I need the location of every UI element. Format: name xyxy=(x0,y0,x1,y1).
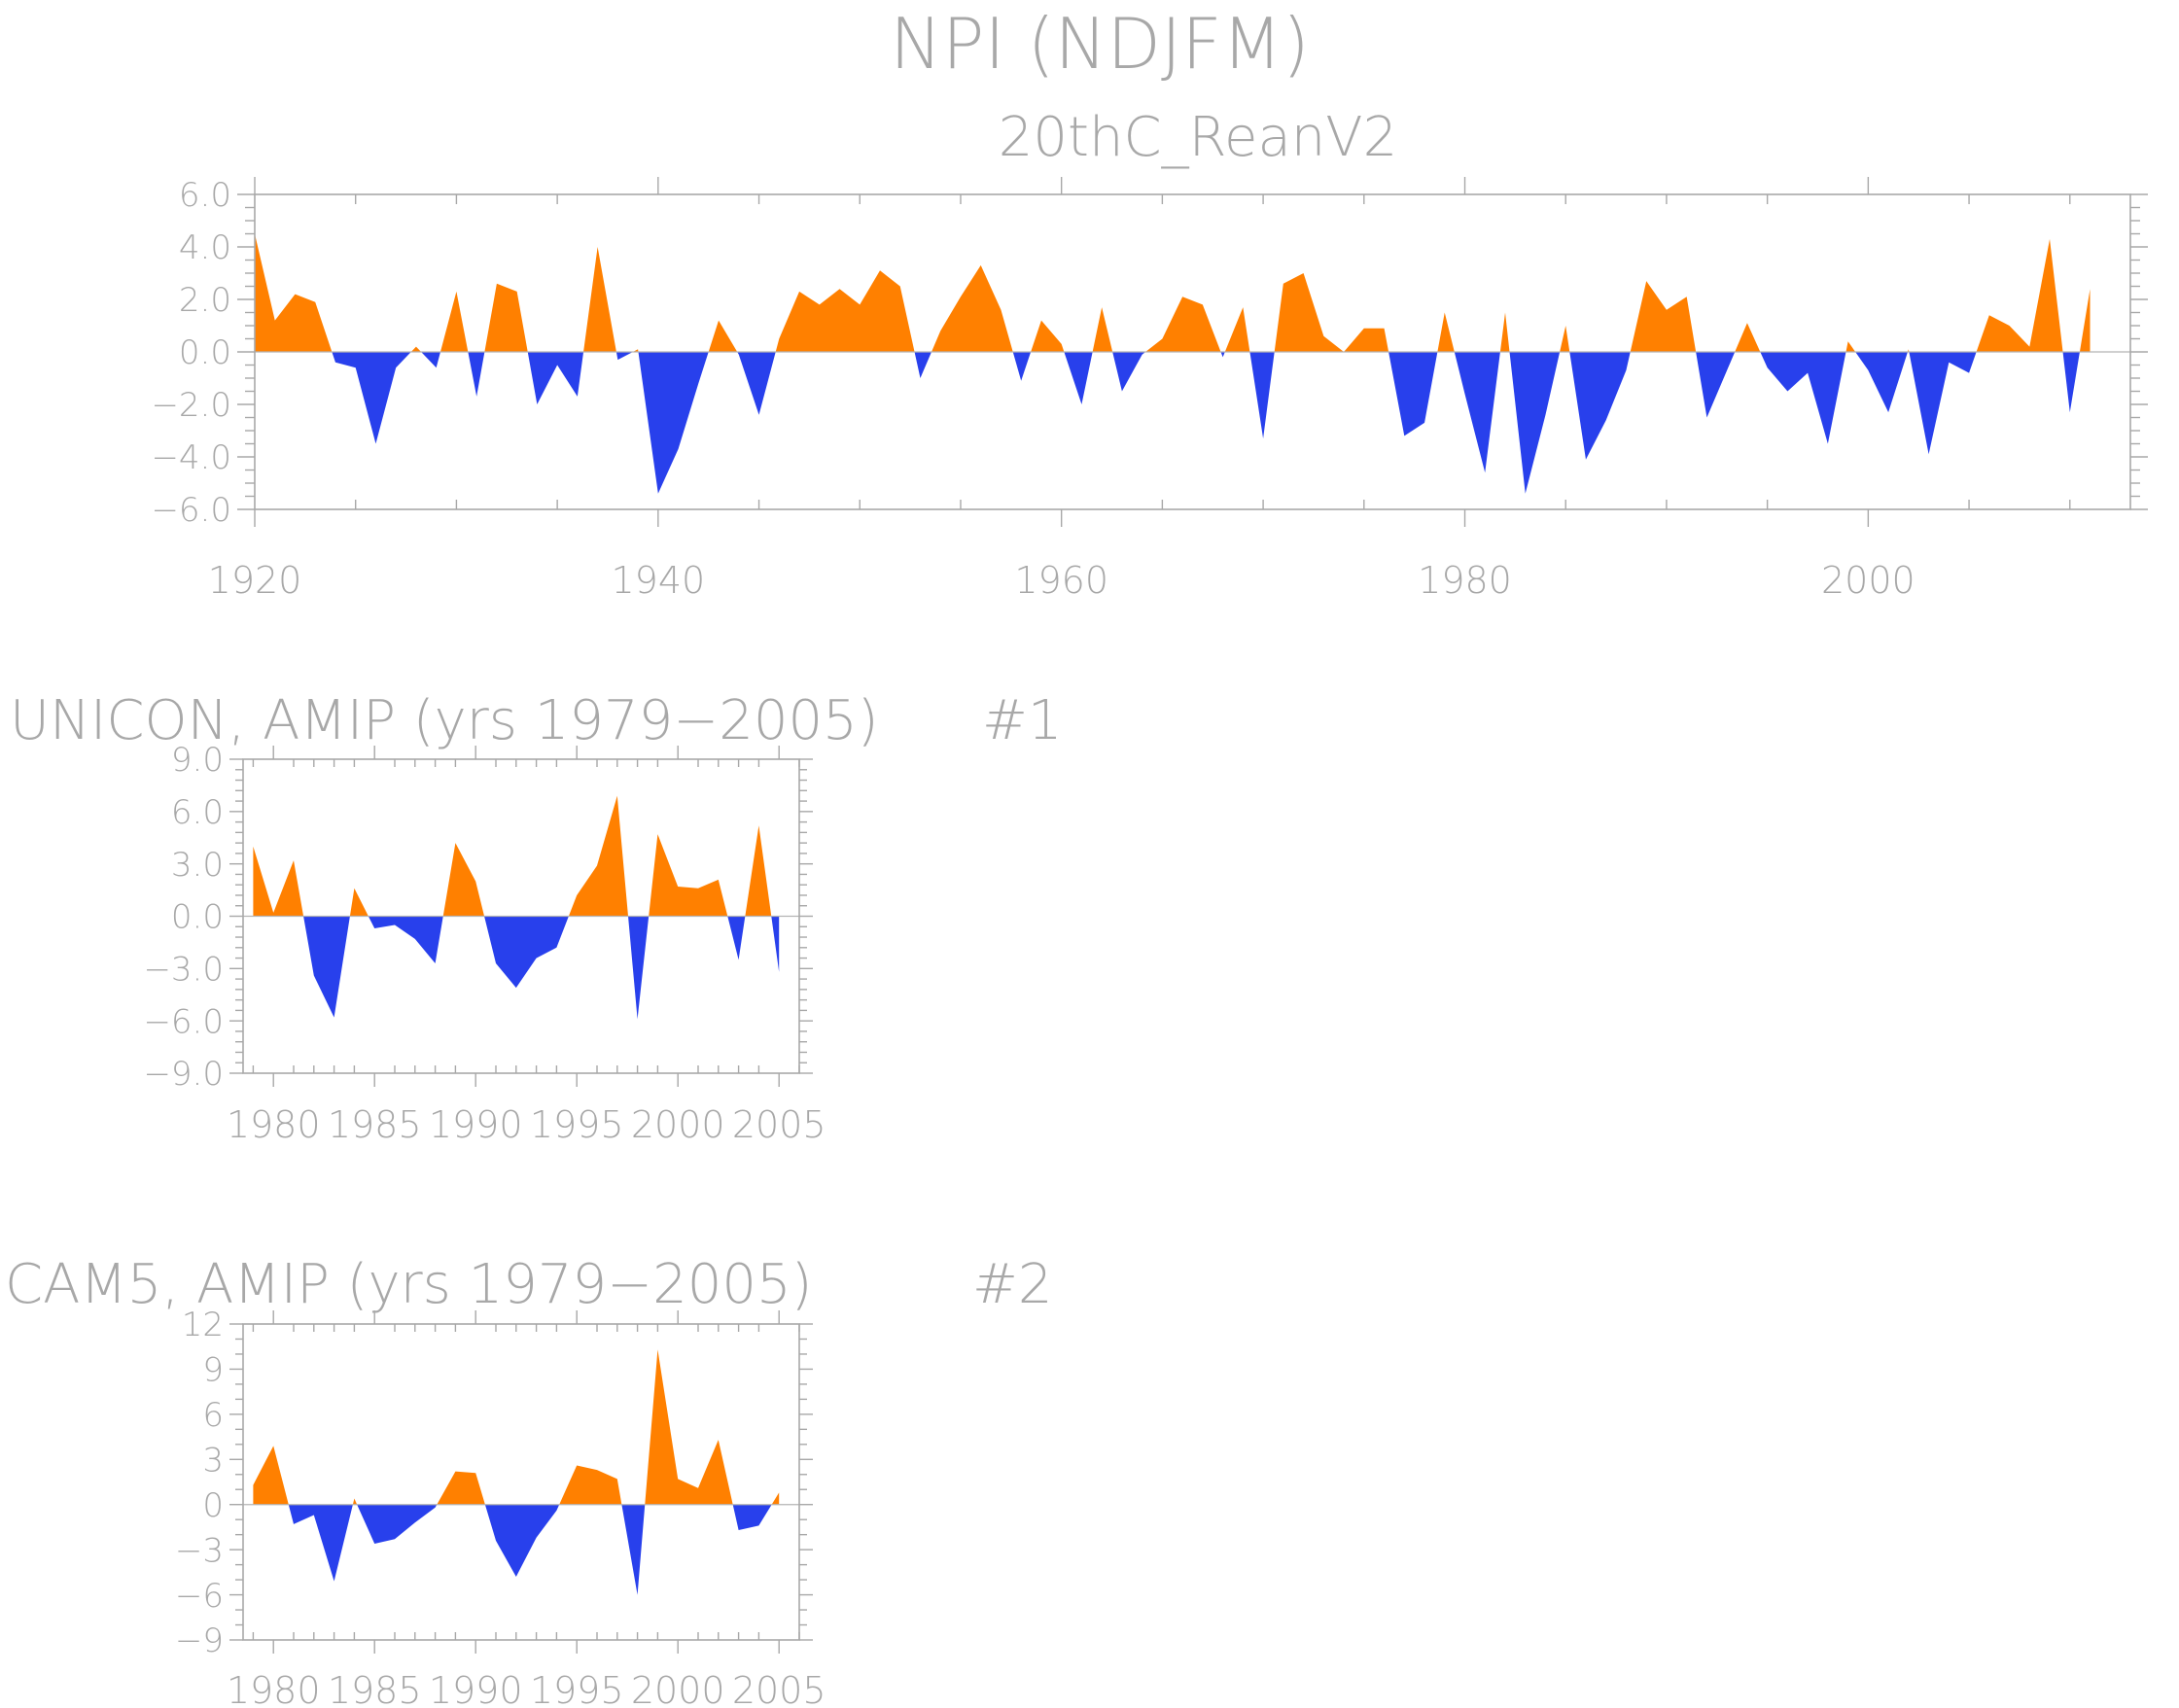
y-tick-label: −9.0 xyxy=(143,1055,224,1094)
x-tick-label: 2005 xyxy=(732,1669,826,1708)
y-tick-label: 0.0 xyxy=(171,898,224,937)
negative-anomaly-area xyxy=(288,1504,772,1595)
y-tick-label: −6 xyxy=(175,1577,224,1616)
y-tick-label: 6.0 xyxy=(179,176,231,215)
panel-20thc-reanv2: 20thC_ReanV2 −6.0 −4.0 −2.0 0.0 2.0 4.0 6.0 1920… xyxy=(151,106,2148,602)
panel-tag: #1 xyxy=(982,689,1063,752)
negative-anomaly-area xyxy=(303,916,780,1020)
x-tick-label: 1995 xyxy=(530,1669,624,1708)
x-tick-label: 1960 xyxy=(1014,559,1108,602)
y-tick-label: −6.0 xyxy=(151,491,231,530)
y-tick-label: −3.0 xyxy=(143,951,224,990)
y-tick-label: 3 xyxy=(202,1442,224,1481)
panel-cam5-amip: CAM5, AMIP (yrs 1979−2005) #2 −9 −6 −3 0 3 6 9 12… xyxy=(5,1253,1053,1708)
panel-subtitle: UNICON, AMIP (yrs 1979−2005) xyxy=(10,689,879,752)
positive-anomaly-area xyxy=(253,795,772,917)
x-tick-label: 1990 xyxy=(429,1669,523,1708)
y-tick-label: −2.0 xyxy=(151,386,231,425)
x-tick-label: 1985 xyxy=(328,1669,422,1708)
x-tick-label: 2005 xyxy=(732,1103,826,1146)
y-tick-label: −3 xyxy=(175,1531,224,1570)
x-tick-label: 1920 xyxy=(208,559,302,602)
x-tick-label: 2000 xyxy=(1821,559,1915,602)
y-tick-label: −9 xyxy=(175,1621,224,1660)
x-tick-label: 1995 xyxy=(530,1103,624,1146)
y-tick-label: 9.0 xyxy=(171,741,224,780)
y-tick-label: −6.0 xyxy=(143,1002,224,1041)
negative-anomaly-area xyxy=(332,352,2080,494)
panel-subtitle: CAM5, AMIP (yrs 1979−2005) xyxy=(5,1253,812,1316)
x-tick-label: 1940 xyxy=(611,559,705,602)
y-tick-label: 6 xyxy=(202,1396,224,1435)
y-tick-label: 12 xyxy=(182,1306,224,1344)
x-tick-label: 1980 xyxy=(227,1669,321,1708)
y-tick-label: 2.0 xyxy=(179,281,231,320)
x-tick-label: 1980 xyxy=(227,1103,321,1146)
panel-tag: #2 xyxy=(972,1253,1053,1316)
x-tick-label: 1985 xyxy=(328,1103,422,1146)
y-tick-label: 4.0 xyxy=(179,228,231,267)
x-tick-label: 1980 xyxy=(1418,559,1512,602)
y-tick-label: −4.0 xyxy=(151,438,231,477)
positive-anomaly-area xyxy=(253,1349,780,1505)
x-tick-label: 1990 xyxy=(429,1103,523,1146)
y-tick-label: 0.0 xyxy=(179,333,231,372)
y-tick-label: 9 xyxy=(202,1351,224,1390)
panel-unicon-amip: UNICON, AMIP (yrs 1979−2005) #1 −9.0 −6.0 −3… xyxy=(10,689,1063,1146)
y-tick-label: 0 xyxy=(202,1486,224,1525)
positive-anomaly-area xyxy=(255,233,2091,352)
y-tick-label: 6.0 xyxy=(171,793,224,832)
panel-subtitle: 20thC_ReanV2 xyxy=(999,106,1397,169)
x-tick-label: 2000 xyxy=(631,1103,725,1146)
figure-title: NPI (NDJFM) xyxy=(890,3,1310,85)
y-tick-label: 3.0 xyxy=(171,846,224,885)
x-tick-label: 2000 xyxy=(631,1669,725,1708)
plot-frame xyxy=(242,1323,800,1641)
